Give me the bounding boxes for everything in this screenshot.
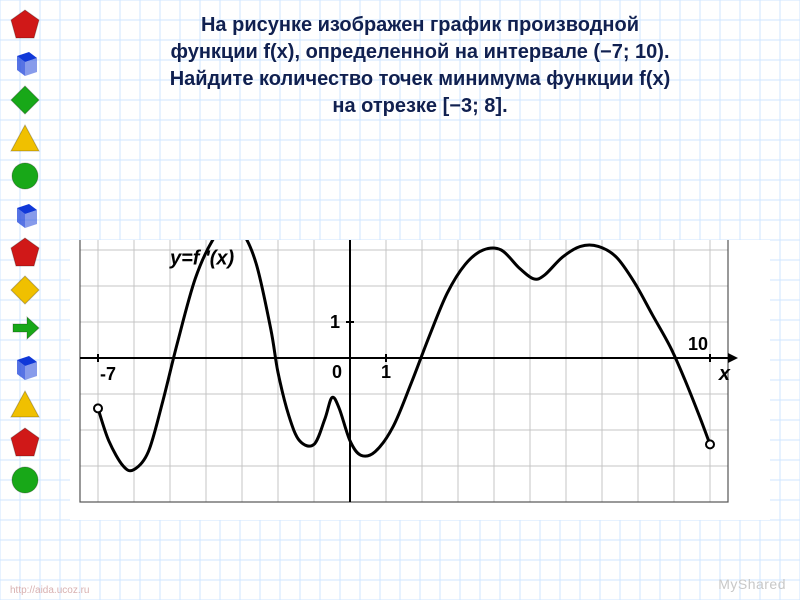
title-line: На рисунке изображен график производной	[60, 12, 780, 39]
bottom-credit: http://aida.ucoz.ru	[10, 585, 90, 596]
problem-title: На рисунке изображен график производнойф…	[60, 12, 780, 120]
circle-icon	[9, 160, 41, 192]
arrow-icon	[9, 312, 41, 344]
diamond-icon	[9, 84, 41, 116]
title-line: Найдите количество точек минимума функци…	[60, 66, 780, 93]
svg-text:10: 10	[688, 334, 708, 354]
pentagon-icon	[9, 236, 41, 268]
svg-text:0: 0	[332, 362, 342, 382]
circle-icon	[9, 464, 41, 496]
pentagon-icon	[9, 426, 41, 458]
svg-text:-7: -7	[100, 364, 116, 384]
pentagon-icon	[9, 8, 41, 40]
cube-icon	[9, 46, 41, 78]
title-line: на отрезке [−3; 8].	[60, 93, 780, 120]
svg-text:y=f '(x): y=f '(x)	[169, 247, 235, 269]
diamond-icon	[9, 274, 41, 306]
triangle-icon	[9, 122, 41, 154]
watermark: MyShared	[718, 576, 786, 592]
derivative-chart: -711010yxy=f '(x)	[70, 240, 770, 520]
svg-text:1: 1	[381, 362, 391, 382]
cube-icon	[9, 350, 41, 382]
triangle-icon	[9, 388, 41, 420]
svg-text:x: x	[718, 363, 731, 385]
chart-svg: -711010yxy=f '(x)	[70, 240, 770, 520]
cube-icon	[9, 198, 41, 230]
svg-text:1: 1	[330, 312, 340, 332]
left-shape-strip	[0, 0, 50, 600]
content-area: На рисунке изображен график производнойф…	[60, 12, 780, 120]
title-line: функции f(x), определенной на интервале …	[60, 39, 780, 66]
